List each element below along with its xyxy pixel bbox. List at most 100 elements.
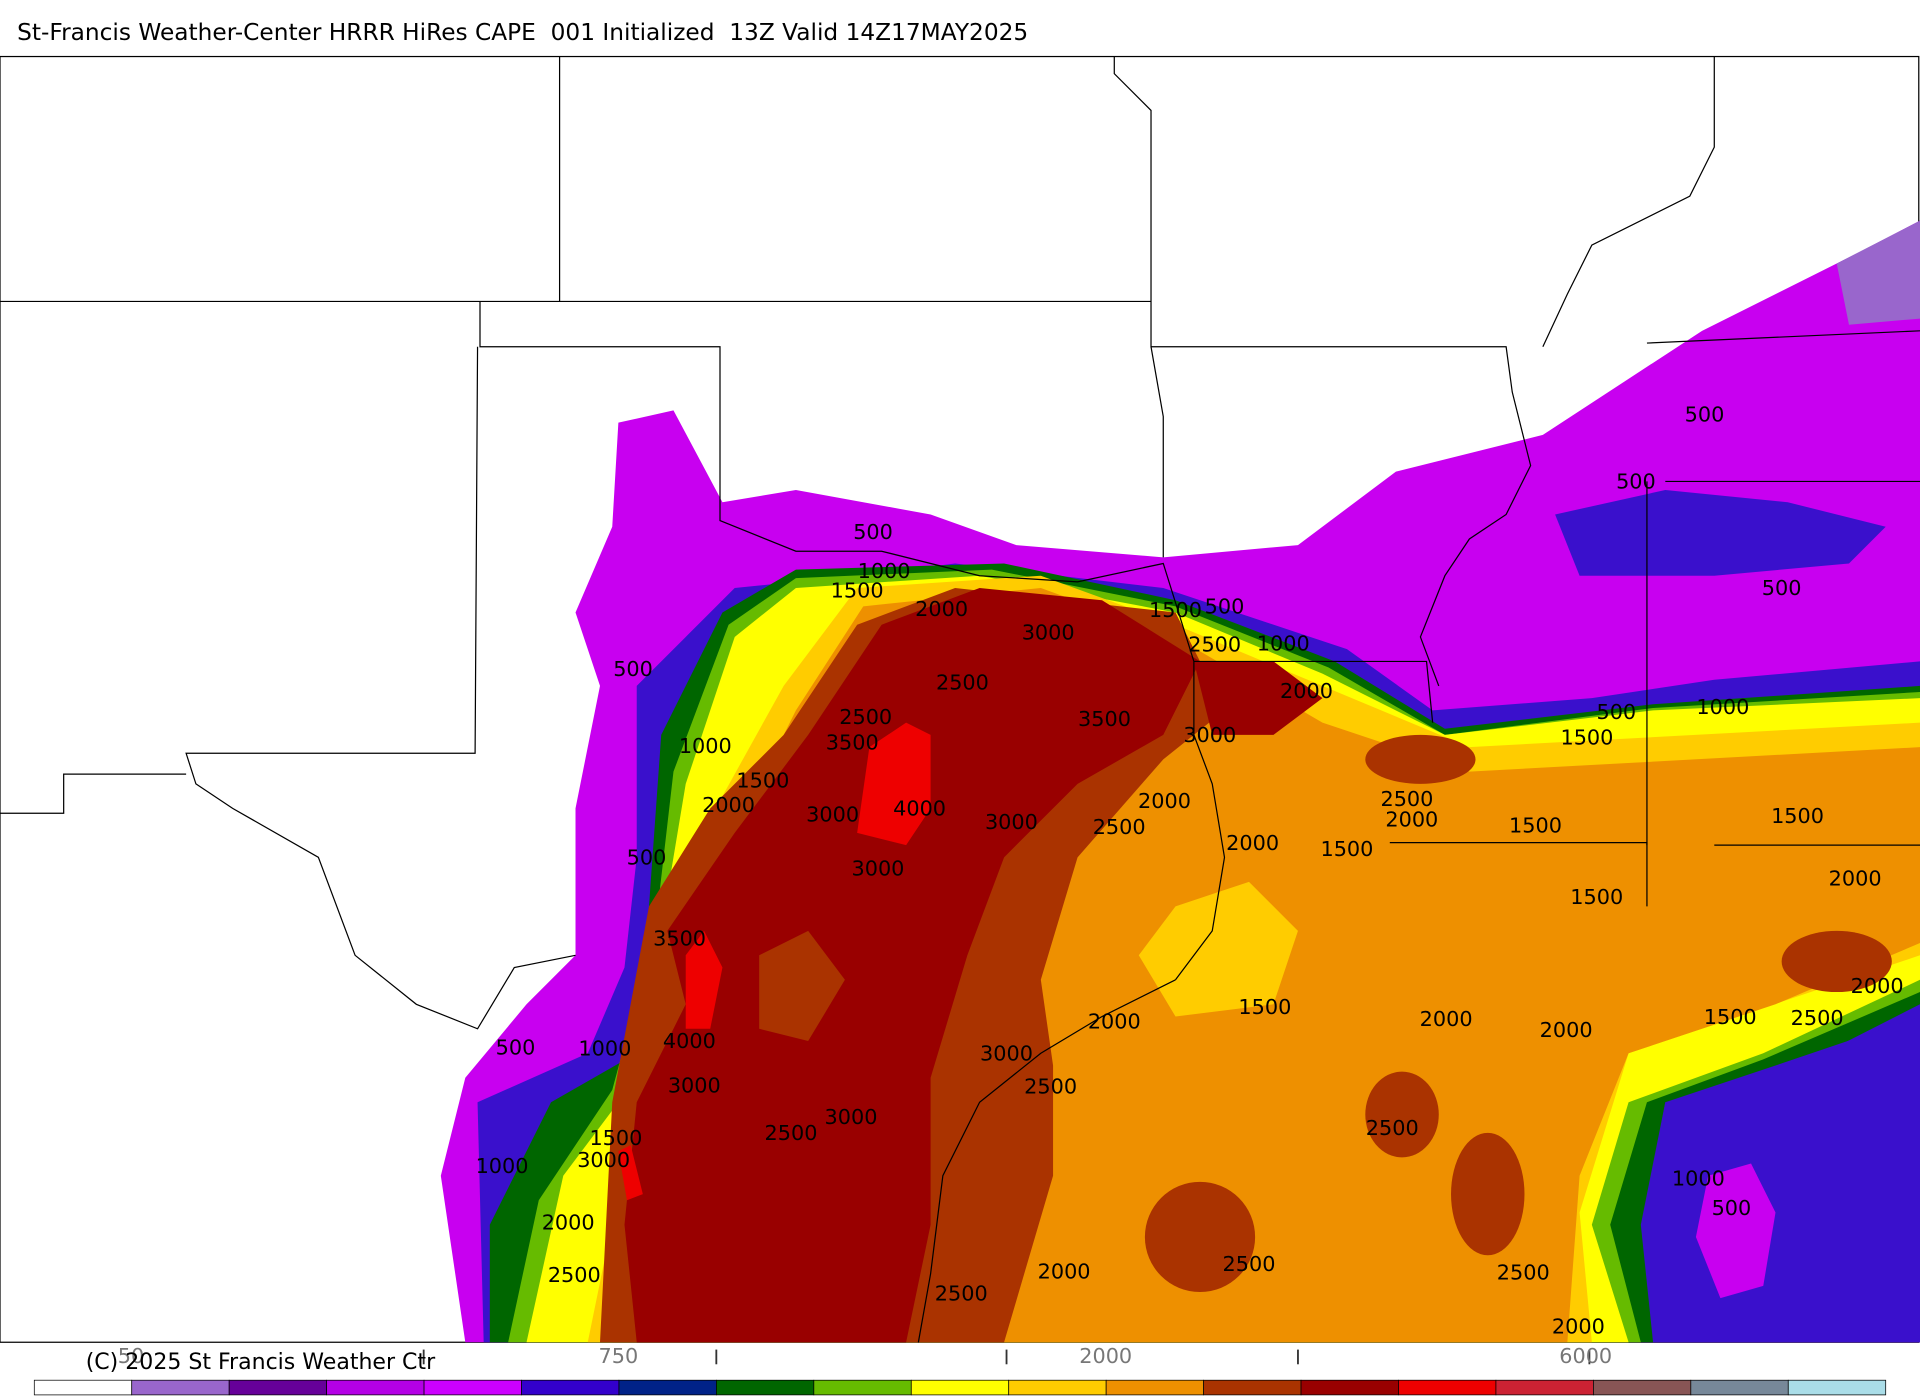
colorbar-swatch bbox=[228, 1379, 327, 1396]
contour-label: 1000 bbox=[476, 1154, 529, 1178]
state-line bbox=[1542, 56, 1715, 347]
contour-label: 1000 bbox=[858, 559, 911, 583]
cape-region bbox=[618, 1145, 643, 1201]
contour-label: 500 bbox=[1712, 1196, 1752, 1220]
contour-label: 1000 bbox=[1672, 1166, 1725, 1190]
colorbar-swatch bbox=[33, 1379, 133, 1396]
contour-label: 2000 bbox=[1088, 1010, 1141, 1034]
contour-label: 2500 bbox=[1223, 1252, 1276, 1276]
colorbar-swatch bbox=[716, 1379, 815, 1396]
contour-label: 1000 bbox=[1696, 695, 1749, 719]
contour-label: 1500 bbox=[831, 579, 884, 603]
contour-label: 1500 bbox=[736, 768, 789, 792]
colorbar-label: 50 bbox=[118, 1344, 144, 1368]
contour-label: 3500 bbox=[826, 730, 879, 754]
colorbar-swatch bbox=[1398, 1379, 1497, 1396]
contour-label: 500 bbox=[1685, 402, 1725, 426]
cape-region bbox=[759, 930, 845, 1042]
contour-label: 2000 bbox=[1420, 1007, 1473, 1031]
contour-label: 3000 bbox=[1022, 620, 1075, 644]
contour-label: 500 bbox=[1762, 576, 1802, 600]
contour-label: 1500 bbox=[1509, 814, 1562, 838]
contour-label: 4000 bbox=[893, 797, 946, 821]
contour-label: 3500 bbox=[1078, 707, 1131, 731]
contour-label: 2000 bbox=[702, 793, 755, 817]
contour-label: 2000 bbox=[1138, 789, 1191, 813]
colorbar-swatch bbox=[326, 1379, 425, 1396]
contour-label: 2000 bbox=[1038, 1259, 1091, 1283]
contour-label: 500 bbox=[496, 1035, 536, 1059]
contour-label: 1500 bbox=[1771, 804, 1824, 828]
colorbar-swatch bbox=[1300, 1379, 1399, 1396]
contour-label: 2500 bbox=[1497, 1261, 1550, 1285]
cape-region bbox=[1695, 1163, 1776, 1299]
cape-region bbox=[1836, 220, 1920, 325]
contour-label: 3000 bbox=[1183, 723, 1236, 747]
colorbar-swatch bbox=[1787, 1379, 1887, 1396]
cape-region bbox=[1555, 490, 1886, 576]
contour-label: 3000 bbox=[577, 1148, 630, 1172]
copyright: (C) 2025 St Francis Weather Ctr bbox=[86, 1350, 436, 1375]
state-line bbox=[1193, 660, 1434, 723]
contour-label: 2000 bbox=[1226, 831, 1279, 855]
cape-fields bbox=[440, 220, 1920, 1343]
contour-label: 3000 bbox=[985, 810, 1038, 834]
contour-label: 1500 bbox=[1560, 726, 1613, 750]
contour-label: 2500 bbox=[1791, 1006, 1844, 1030]
state-line bbox=[1150, 346, 1164, 558]
colorbar-swatch bbox=[1203, 1379, 1302, 1396]
boundaries bbox=[0, 56, 1920, 1343]
state-line bbox=[1646, 330, 1920, 344]
contour-label: 1500 bbox=[1238, 995, 1291, 1019]
colorbar-swatch bbox=[1593, 1379, 1692, 1396]
colorbar-swatch bbox=[910, 1379, 1010, 1396]
cape-region bbox=[1193, 661, 1323, 735]
colorbar-label: 6000 bbox=[1559, 1344, 1612, 1368]
colorbar-label: 2000 bbox=[1079, 1344, 1132, 1368]
state-line bbox=[1113, 56, 1532, 687]
colorbar-swatch bbox=[423, 1379, 522, 1396]
contour-label: 2500 bbox=[1188, 633, 1241, 657]
contour-label: 3000 bbox=[851, 857, 904, 881]
contour-label: 2000 bbox=[1385, 808, 1438, 832]
cape-region bbox=[1781, 930, 1892, 993]
state-line bbox=[185, 346, 576, 1030]
cape-region bbox=[1451, 1132, 1525, 1256]
colorbar: 50 750 2000 6000 bbox=[33, 1344, 1887, 1396]
contour-label: 4000 bbox=[663, 1029, 716, 1053]
contour-label: 1000 bbox=[578, 1037, 631, 1061]
cape-region bbox=[857, 722, 931, 846]
contour-label: 2000 bbox=[1851, 974, 1904, 998]
contour-label: 2500 bbox=[1093, 815, 1146, 839]
contour-label: 500 bbox=[613, 657, 653, 681]
contour-label: 2500 bbox=[1380, 787, 1433, 811]
contour-label: 500 bbox=[853, 520, 893, 544]
contour-label: 2500 bbox=[936, 670, 989, 694]
contour-label: 2500 bbox=[1366, 1116, 1419, 1140]
contour-label: 500 bbox=[1596, 700, 1636, 724]
contour-label: 1000 bbox=[1257, 631, 1310, 655]
colorbar-swatch bbox=[131, 1379, 230, 1396]
state-line bbox=[0, 773, 187, 814]
colorbar-swatch bbox=[1495, 1379, 1594, 1396]
cape-region bbox=[1365, 1071, 1439, 1158]
colorbar-swatch bbox=[1105, 1379, 1204, 1396]
contour-label: 3000 bbox=[825, 1105, 878, 1129]
contour-label: 3000 bbox=[980, 1041, 1033, 1065]
contour-label: 1500 bbox=[1704, 1005, 1757, 1029]
contour-label: 1000 bbox=[679, 734, 732, 758]
contour-label: 2000 bbox=[915, 597, 968, 621]
cape-region bbox=[624, 587, 1200, 1343]
colorbar-swatch bbox=[521, 1379, 620, 1396]
cape-region bbox=[685, 930, 723, 1029]
colorbar-swatch bbox=[618, 1379, 717, 1396]
contour-label: 500 bbox=[627, 846, 667, 870]
contour-label: 2500 bbox=[765, 1121, 818, 1145]
contour-label: 500 bbox=[1205, 595, 1245, 619]
contour-label: 2500 bbox=[839, 705, 892, 729]
contour-label: 2000 bbox=[1540, 1018, 1593, 1042]
contour-label: 3000 bbox=[668, 1073, 721, 1097]
